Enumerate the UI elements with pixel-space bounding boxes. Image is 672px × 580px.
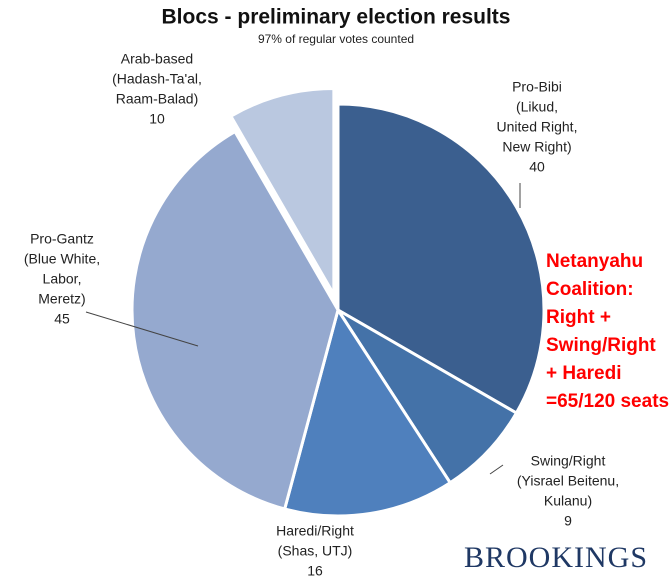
slice-label-detail: (Hadash-Ta'al, <box>112 71 202 87</box>
chart-subtitle: 97% of regular votes counted <box>258 32 414 46</box>
annotation: Right + <box>546 307 611 328</box>
slice-label-detail: (Likud, <box>516 99 558 115</box>
data-label: 9 <box>564 513 572 529</box>
slice-label-detail: New Right) <box>502 139 571 155</box>
pie-slice <box>282 306 453 518</box>
slice-label-detail: Labor, <box>43 271 82 287</box>
slice-label-detail: United Right, <box>497 119 578 135</box>
annotation: =65/120 seats <box>546 391 669 412</box>
slice-label: Arab-based <box>121 51 193 67</box>
slice-label: Pro-Gantz <box>30 231 94 247</box>
slice-label-detail: (Shas, UTJ) <box>278 543 353 559</box>
annotation: + Haredi <box>546 363 622 384</box>
leader-line <box>85 311 199 347</box>
slice-label-detail: (Blue White, <box>24 251 100 267</box>
data-label: 10 <box>149 111 165 127</box>
data-label: 16 <box>307 563 323 579</box>
leader-line <box>489 464 504 475</box>
slice-label: Swing/Right <box>531 453 606 469</box>
annotation: Netanyahu <box>546 251 643 272</box>
data-label: 45 <box>54 311 70 327</box>
pie-slice <box>336 308 519 485</box>
annotation: Swing/Right <box>546 335 656 356</box>
pie-slice <box>130 129 340 511</box>
slice-label-detail: Kulanu) <box>544 493 592 509</box>
slice-label: Haredi/Right <box>276 523 354 539</box>
source-logo: BROOKINGS <box>464 541 648 574</box>
slice-label-detail: Raam-Balad) <box>116 91 198 107</box>
annotation: Coalition: <box>546 279 634 300</box>
chart-title: Blocs - preliminary election results <box>162 6 511 29</box>
slice-label: Pro-Bibi <box>512 79 562 95</box>
pie-slice <box>336 102 546 416</box>
pie-slice <box>228 87 336 301</box>
slice-label-detail: (Yisrael Beitenu, <box>517 473 619 489</box>
slice-label-detail: Meretz) <box>38 291 85 307</box>
data-label: 40 <box>529 159 545 175</box>
